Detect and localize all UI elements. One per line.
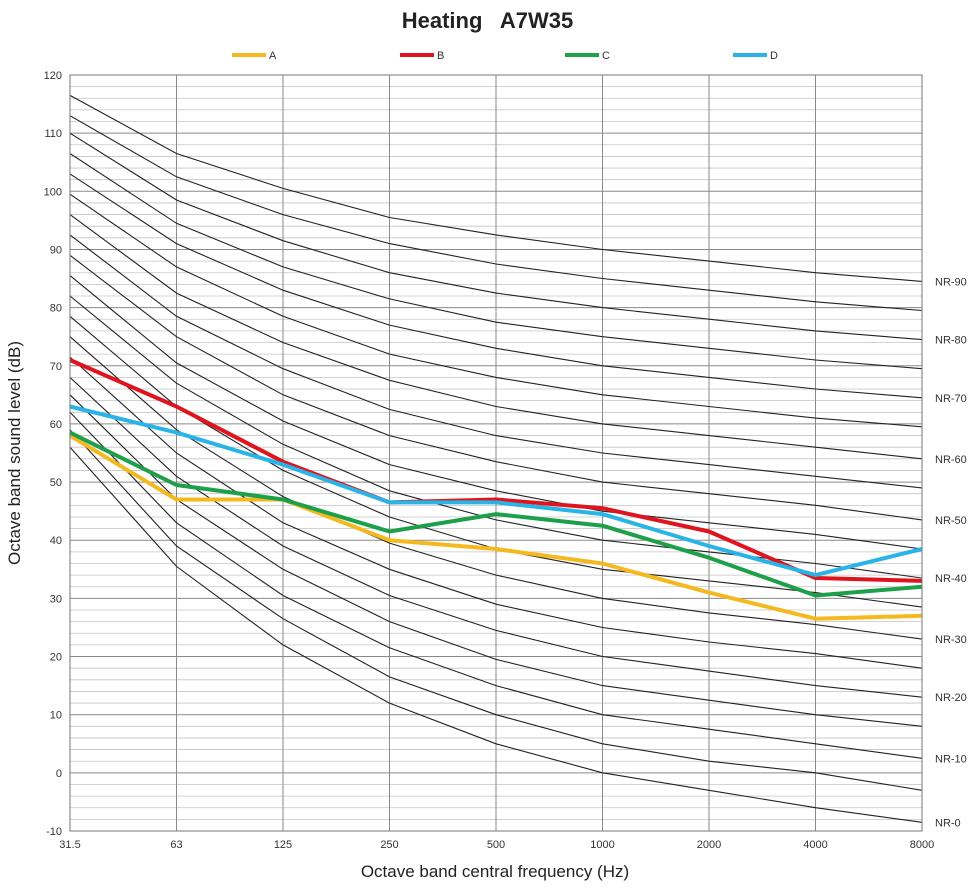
y-tick-label: 90 <box>50 244 62 256</box>
y-tick-label: 20 <box>50 652 62 664</box>
y-tick-label: 60 <box>50 419 62 431</box>
nr-curve <box>69 275 923 550</box>
nr-curve <box>69 234 923 489</box>
y-axis-label: Octave band sound level (dB) <box>5 341 24 565</box>
x-tick-label: 4000 <box>803 839 827 851</box>
x-tick-label: 31.5 <box>59 839 80 851</box>
nr-label: NR-70 <box>935 393 967 405</box>
x-tick-label: 8000 <box>910 839 934 851</box>
y-tick-label: 0 <box>56 768 62 780</box>
nr-label: NR-10 <box>935 753 967 765</box>
legend: A B C D <box>232 50 778 62</box>
series-line-a <box>68 433 923 621</box>
y-tick-label: 120 <box>44 70 62 82</box>
nr-label: NR-30 <box>935 634 967 646</box>
x-axis-label: Octave band central frequency (Hz) <box>360 862 630 881</box>
y-tick-label: -10 <box>46 826 62 838</box>
nr-label: NR-40 <box>935 573 967 585</box>
y-tick-label: 30 <box>50 593 62 605</box>
legend-label-a: A <box>269 50 277 62</box>
y-tick-label: 100 <box>44 186 62 198</box>
y-tick-label: 110 <box>44 128 62 140</box>
nr-curve <box>69 446 923 823</box>
legend-label-d: D <box>770 50 778 62</box>
nr-curve <box>69 394 923 727</box>
legend-label-b: B <box>437 50 444 62</box>
y-axis-label-container: Octave band sound level (dB) <box>0 75 30 831</box>
y-tick-label: 70 <box>50 361 62 373</box>
x-tick-label: 250 <box>380 839 398 851</box>
nr-curve <box>69 214 923 460</box>
nr-label: NR-60 <box>935 454 967 466</box>
nr-curve-labels: NR-90 NR-80 NR-70 NR-60 NR-50 NR-40 NR-30 NR-20… <box>935 276 967 829</box>
series-line-c <box>69 430 923 598</box>
legend-label-c: C <box>602 50 610 62</box>
nr-curve <box>69 94 923 282</box>
series-line-d <box>69 404 923 578</box>
nr-curve <box>69 153 923 370</box>
nr-label: NR-90 <box>935 276 967 288</box>
nr-curve <box>69 193 923 428</box>
y-tick-label: 80 <box>50 303 62 315</box>
plot-frame <box>69 74 923 832</box>
nr-label: NR-50 <box>935 515 967 527</box>
nr-curve <box>69 411 923 759</box>
nr-curve <box>69 429 923 791</box>
nr-curve <box>69 173 923 399</box>
x-tick-label: 1000 <box>590 839 614 851</box>
x-tick-labels: 31.5 63 125 250 500 1000 2000 4000 8000 <box>59 839 934 851</box>
nr-curve <box>69 336 923 640</box>
y-tick-labels: -10 0 10 20 30 40 50 60 70 80 90 100 110 120 <box>44 70 62 838</box>
chart-title: Heating A7W35 <box>401 8 574 33</box>
nr-label: NR-0 <box>935 817 961 829</box>
y-tick-label: 50 <box>50 477 62 489</box>
x-tick-label: 500 <box>487 839 505 851</box>
y-tick-label: 40 <box>50 535 62 547</box>
vertical-gridlines <box>69 75 923 831</box>
x-tick-label: 63 <box>170 839 182 851</box>
nr-label: NR-80 <box>935 335 967 347</box>
nr-curve <box>69 254 923 521</box>
nr-curve <box>69 132 923 341</box>
y-tick-label: 10 <box>50 710 62 722</box>
x-tick-label: 2000 <box>697 839 721 851</box>
x-tick-label: 125 <box>274 839 292 851</box>
data-series <box>68 358 923 621</box>
nr-curve <box>69 295 923 579</box>
nr-curve <box>69 356 923 669</box>
nr-label: NR-20 <box>935 692 967 704</box>
nr-curves <box>69 94 923 823</box>
series-line-b <box>69 358 923 583</box>
nr-curve <box>69 115 923 312</box>
